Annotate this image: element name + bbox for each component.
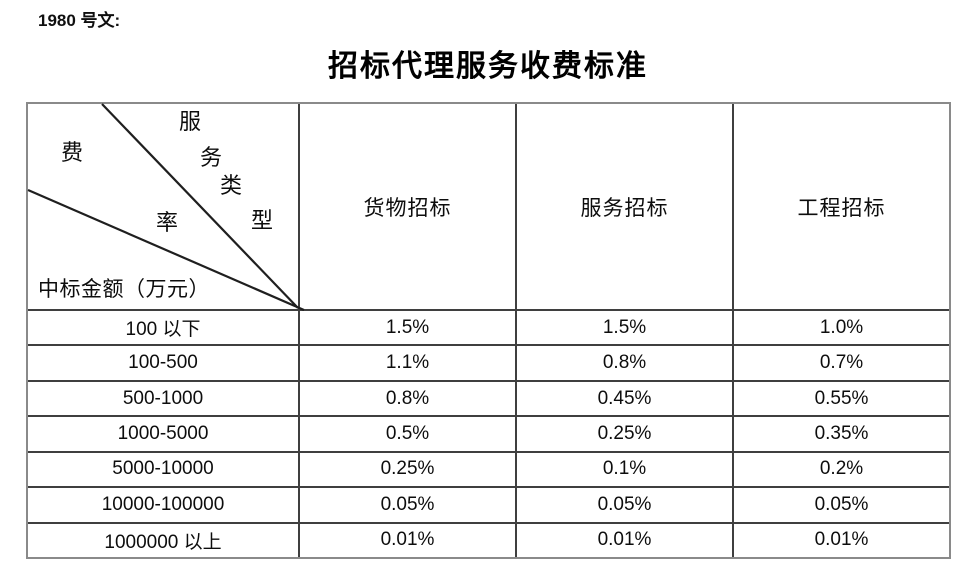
fee-value: 0.25% xyxy=(300,452,515,487)
fee-value: 0.45% xyxy=(517,381,732,416)
fee-value: 0.25% xyxy=(517,417,732,451)
corner-fee-rate-char-2: 率 xyxy=(156,210,179,235)
row-header-amount-range: 1000-5000 xyxy=(28,417,298,451)
fee-value: 0.01% xyxy=(517,523,732,557)
row-header-amount-range: 500-1000 xyxy=(28,381,298,416)
fee-value: 0.05% xyxy=(300,488,515,522)
fee-value: 0.05% xyxy=(517,488,732,522)
doc-reference: 1980 号文: xyxy=(38,11,121,30)
fee-value: 0.55% xyxy=(734,381,949,416)
row-header-amount-range: 5000-10000 xyxy=(28,452,298,487)
fee-schedule-table: 费 率 服 务 类 型 中标金额（万元） 货物招标 服务招标 工程招标 100 … xyxy=(26,102,951,559)
fee-value: 0.7% xyxy=(734,346,949,380)
fee-value: 0.01% xyxy=(300,523,515,557)
fee-value: 0.01% xyxy=(734,523,949,557)
corner-amount-label: 中标金额（万元） xyxy=(38,277,210,301)
row-header-amount-range: 100-500 xyxy=(28,346,298,380)
fee-value: 0.2% xyxy=(734,452,949,487)
page-title: 招标代理服务收费标准 xyxy=(328,50,648,83)
column-header-works-bidding: 工程招标 xyxy=(734,104,949,309)
fee-value: 1.5% xyxy=(300,311,515,345)
corner-fee-rate-char-1: 费 xyxy=(61,140,84,165)
row-header-amount-range: 100 以下 xyxy=(28,311,298,345)
fee-value: 0.1% xyxy=(517,452,732,487)
column-header-service-bidding: 服务招标 xyxy=(517,104,732,309)
column-header-goods-bidding: 货物招标 xyxy=(300,104,515,309)
corner-service-type-char-4: 型 xyxy=(251,208,274,233)
fee-value: 0.5% xyxy=(300,417,515,451)
row-header-amount-range: 10000-100000 xyxy=(28,488,298,522)
corner-service-type-char-2: 务 xyxy=(200,145,223,170)
fee-value: 1.1% xyxy=(300,346,515,380)
corner-service-type-char-3: 类 xyxy=(220,173,243,198)
fee-value: 1.5% xyxy=(517,311,732,345)
fee-value: 0.35% xyxy=(734,417,949,451)
fee-value: 0.8% xyxy=(300,381,515,416)
table-corner-header: 费 率 服 务 类 型 中标金额（万元） xyxy=(27,103,305,312)
row-header-amount-range: 1000000 以上 xyxy=(28,523,298,557)
corner-service-type-char-1: 服 xyxy=(179,109,202,134)
fee-value: 1.0% xyxy=(734,311,949,345)
fee-value: 0.8% xyxy=(517,346,732,380)
fee-value: 0.05% xyxy=(734,488,949,522)
